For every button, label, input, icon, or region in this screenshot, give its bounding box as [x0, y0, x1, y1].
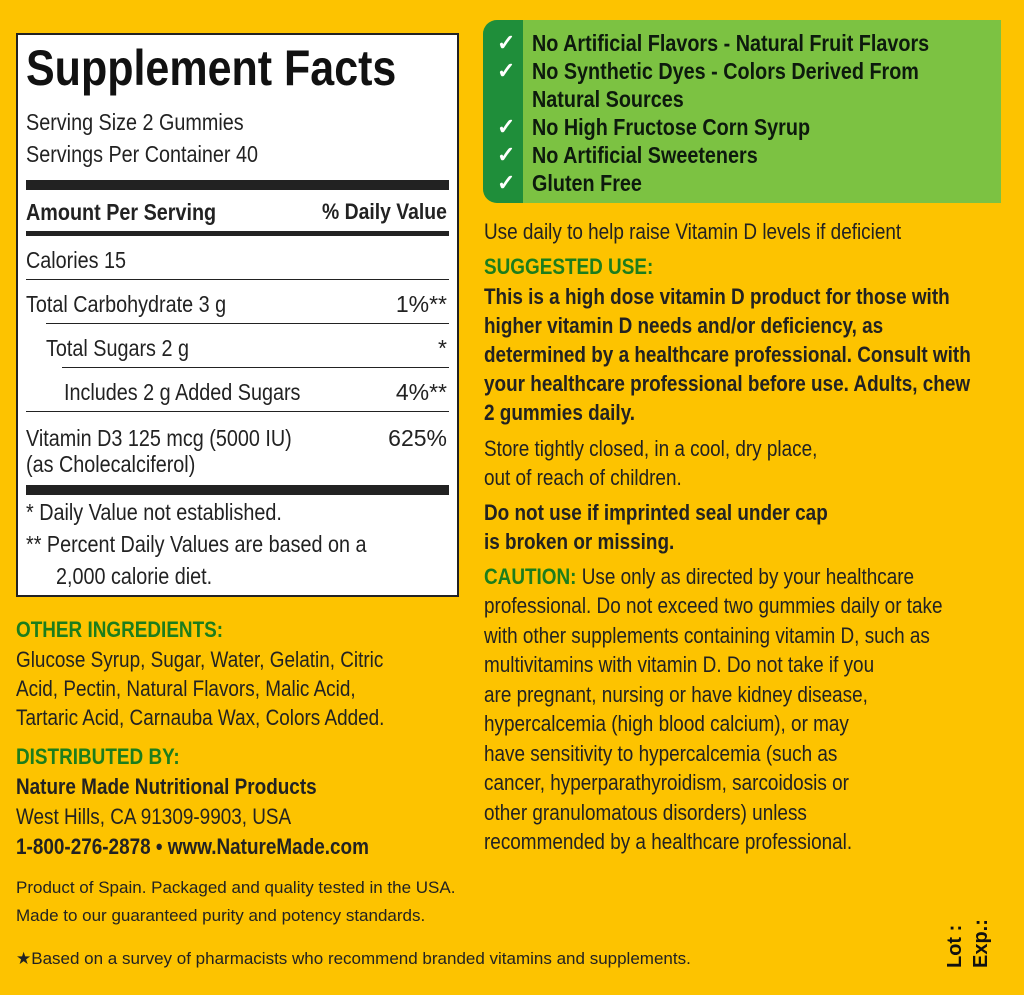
- caution-line: multivitamins with vitamin D. Do not tak…: [484, 652, 875, 677]
- ingredients-line: Glucose Syrup, Sugar, Water, Gelatin, Ci…: [16, 647, 384, 672]
- store-line: Store tightly closed, in a cool, dry pla…: [484, 436, 818, 461]
- footnote-3: 2,000 calorie diet.: [56, 563, 213, 589]
- claim: No Synthetic Dyes - Colors Derived From: [532, 58, 919, 84]
- claims-strip: [483, 20, 523, 203]
- claim: No Artificial Sweeteners: [532, 142, 758, 168]
- thick-rule: [26, 485, 449, 495]
- suggested-line: your healthcare professional before use.…: [484, 371, 971, 396]
- caution-first-line: CAUTION: Use only as directed by your he…: [484, 564, 914, 590]
- caution-line: have sensitivity to hypercalcemia (such …: [484, 741, 838, 766]
- caution-line: cancer, hyperparathyroidism, sarcoidosis…: [484, 770, 849, 795]
- row-carb-dv: 1%**: [395, 291, 447, 317]
- claim: Natural Sources: [532, 86, 684, 112]
- row-sugars: Total Sugars 2 g: [46, 335, 189, 361]
- distributor-name: Nature Made Nutritional Products: [16, 774, 317, 799]
- survey-note: ★Based on a survey of pharmacists who re…: [16, 949, 691, 968]
- caution-line: professional. Do not exceed two gummies …: [484, 593, 943, 618]
- rule: [26, 279, 449, 280]
- vitamin-d-source: (as Cholecalciferol): [26, 451, 196, 477]
- row-added-sugars-dv: 4%**: [395, 379, 447, 405]
- rule: [62, 367, 449, 368]
- rule: [46, 323, 449, 324]
- check-icon: ✓: [497, 30, 516, 55]
- caution-line: other granulomatous disorders) unless: [484, 800, 807, 825]
- exp-label: Exp.:: [970, 919, 992, 968]
- footnote-2: ** Percent Daily Values are based on a: [26, 531, 367, 557]
- dv-header: % Daily Value: [322, 199, 447, 224]
- distributor-address: West Hills, CA 91309-9903, USA: [16, 804, 292, 829]
- claims-box: ✓ ✓ ✓ ✓ ✓ No Artificial Flavors - Natura…: [483, 20, 1001, 203]
- caution-line: hypercalcemia (high blood calcium), or m…: [484, 711, 849, 736]
- lot-label: Lot :: [944, 924, 966, 968]
- row-added-sugars: Includes 2 g Added Sugars: [64, 379, 301, 405]
- claim: Gluten Free: [532, 170, 642, 196]
- servings-per-container: Servings Per Container 40: [26, 141, 258, 167]
- suggested-line: 2 gummies daily.: [484, 400, 636, 425]
- amount-header: Amount Per Serving: [26, 199, 217, 225]
- caution-line: with other supplements containing vitami…: [484, 623, 930, 648]
- footnote-1: * Daily Value not established.: [26, 499, 282, 525]
- suggested-line: This is a high dose vitamin D product fo…: [484, 284, 950, 309]
- use-daily: Use daily to help raise Vitamin D levels…: [484, 219, 902, 244]
- ingredients-line: Tartaric Acid, Carnauba Wax, Colors Adde…: [16, 705, 385, 730]
- suggested-line: determined by a healthcare professional.…: [484, 342, 971, 367]
- row-vitamin-d-dv: 625%: [388, 425, 447, 451]
- origin-line: Product of Spain. Packaged and quality t…: [16, 878, 456, 897]
- suggested-use-heading: SUGGESTED USE:: [484, 254, 654, 279]
- seal-line: Do not use if imprinted seal under cap: [484, 500, 828, 525]
- suggested-line: higher vitamin D needs and/or deficiency…: [484, 313, 884, 338]
- ingredients-line: Acid, Pectin, Natural Flavors, Malic Aci…: [16, 676, 356, 701]
- rule: [26, 231, 449, 236]
- ingredients-heading: OTHER INGREDIENTS:: [16, 617, 224, 642]
- caution-text: Use only as directed by your healthcare: [576, 564, 915, 589]
- distributor-heading: DISTRIBUTED BY:: [16, 744, 180, 769]
- thick-rule: [26, 180, 449, 190]
- store-line: out of reach of children.: [484, 465, 682, 490]
- check-icon: ✓: [497, 114, 516, 139]
- supplement-facts-panel: Supplement Facts Serving Size 2 Gummies …: [16, 33, 459, 597]
- seal-line: is broken or missing.: [484, 529, 675, 554]
- check-icon: ✓: [497, 58, 516, 83]
- caution-line: recommended by a healthcare professional…: [484, 829, 853, 854]
- rule: [26, 411, 449, 412]
- facts-title: Supplement Facts: [26, 40, 397, 96]
- check-icon: ✓: [497, 142, 516, 167]
- row-carb: Total Carbohydrate 3 g: [26, 291, 227, 317]
- claim: No High Fructose Corn Syrup: [532, 114, 811, 140]
- row-sugars-dv: *: [438, 335, 447, 361]
- check-icon: ✓: [497, 170, 516, 195]
- claim: No Artificial Flavors - Natural Fruit Fl…: [532, 30, 930, 56]
- row-calories: Calories 15: [26, 247, 127, 273]
- serving-size: Serving Size 2 Gummies: [26, 109, 244, 135]
- origin-line: Made to our guaranteed purity and potenc…: [16, 906, 426, 925]
- caution-heading: CAUTION:: [484, 564, 577, 589]
- row-vitamin-d: Vitamin D3 125 mcg (5000 IU): [26, 425, 292, 451]
- distributor-contact: 1-800-276-2878 • www.NatureMade.com: [16, 834, 369, 859]
- caution-line: are pregnant, nursing or have kidney dis…: [484, 682, 868, 707]
